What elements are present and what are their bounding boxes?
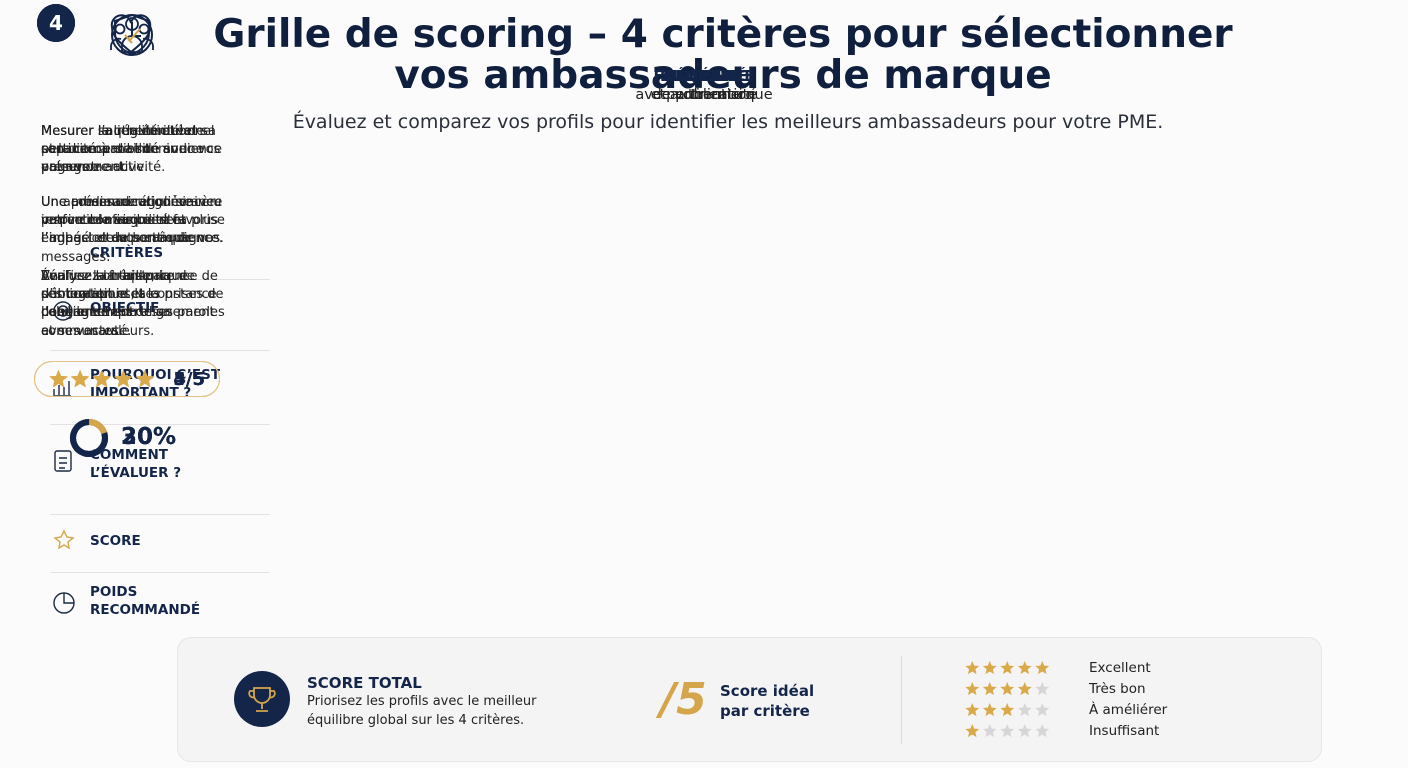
star	[1035, 682, 1050, 696]
legend-label: Très bon	[1089, 681, 1146, 697]
legend-label: Insuffisant	[1089, 723, 1160, 739]
title-line: Grille de scoring – 4 critères pour séle…	[213, 12, 1233, 57]
row-label: OBJECTIF	[90, 300, 160, 316]
criterion-subtitle: et authenticité	[650, 87, 758, 103]
subtitle: Évaluez et comparez vos profils pour ide…	[292, 111, 1164, 133]
score-pill: 5/5	[34, 361, 220, 397]
star	[965, 661, 980, 675]
row-label: POIDS RECOMMANDÉ	[90, 584, 201, 618]
why-text: Une amdience alignée avec votre cible au…	[41, 195, 222, 265]
star	[965, 682, 980, 696]
star	[92, 370, 111, 388]
score-label: 3/5	[173, 369, 205, 390]
objective-text: Mesurer l’authenticité de son discours e…	[41, 124, 205, 176]
star	[1017, 661, 1032, 675]
divider	[901, 656, 902, 744]
star	[114, 370, 133, 388]
row-label: CRITÈRES	[90, 245, 164, 261]
star	[1000, 661, 1015, 675]
row-label: COMMENT L’ÉVALUER ?	[90, 447, 182, 481]
star-rating	[965, 661, 1050, 675]
how-text: Analysez la taille, la démographie et l’…	[41, 269, 171, 339]
star	[1035, 661, 1050, 675]
star-rating	[49, 370, 154, 388]
title-line: vos ambassadeurs de marque	[394, 53, 1052, 98]
how-text: Évaluez la transparence de ses contenus …	[41, 269, 225, 339]
star	[1017, 682, 1032, 696]
row-icons	[53, 301, 75, 614]
objective-text: Mesurer le lien émotionnel et la compati…	[41, 124, 221, 176]
criterion-subtitle: pertinente	[666, 87, 742, 103]
legend-label: À améliérer	[1089, 702, 1168, 718]
star	[1017, 724, 1032, 738]
star	[1035, 703, 1050, 717]
scale-text: Score idéal par critère	[720, 682, 815, 720]
divider	[50, 514, 270, 515]
weight-label: 30%	[121, 424, 177, 450]
star	[1035, 724, 1050, 738]
criterion-icon	[114, 13, 150, 56]
criterion-subtitle: de publication	[652, 87, 756, 103]
star	[135, 370, 154, 388]
score-label: 5/5	[173, 369, 205, 390]
criterion-name: FRÉQUENCE	[653, 67, 755, 85]
summary-text: Priorisez les profils avec le meilleur é…	[307, 694, 537, 728]
criterion-subtitle: avec votre marque	[635, 87, 773, 103]
title: Grille de scoring – 4 critères pour séle…	[0, 14, 1408, 96]
legend-label: Excellent	[1089, 660, 1151, 676]
star	[982, 661, 997, 675]
number-badge: 4	[37, 4, 75, 42]
star	[965, 724, 980, 738]
star	[982, 724, 997, 738]
how-text: Vérifiez la fréquence de publication et …	[41, 269, 217, 321]
star	[71, 370, 90, 388]
divider	[50, 572, 270, 573]
donut-arc	[70, 419, 108, 457]
star-rating	[965, 703, 1050, 717]
summary-panel	[177, 637, 1322, 762]
objective-text: Mesurer la qualité et la pertinence de s…	[41, 124, 222, 176]
scale: /5	[660, 674, 707, 725]
star	[1000, 724, 1015, 738]
weight-label: 20%	[121, 424, 177, 450]
criterion-name: AUDIENCE	[661, 67, 747, 85]
weight-label: 20%	[121, 424, 177, 450]
why-text: Une présence régulière renforce la visib…	[41, 195, 224, 247]
summary-title: SCORE TOTAL	[307, 674, 422, 692]
weight-donut	[70, 419, 108, 457]
star	[982, 682, 997, 696]
star	[1017, 703, 1032, 717]
how-text: Évaluez son historique d’interactions, s…	[41, 269, 224, 339]
star	[49, 370, 68, 388]
star	[1000, 703, 1015, 717]
star-rating	[965, 724, 1050, 738]
why-text: Un ambassadeur convaincu par votre marqu…	[41, 195, 222, 247]
divider	[50, 424, 270, 425]
star	[965, 703, 980, 717]
criterion-name: AFFINITÉ	[665, 67, 743, 85]
trophy-icon	[234, 671, 290, 727]
score-label: 4/5	[173, 369, 205, 390]
star	[982, 703, 997, 717]
objective-text: Mesurer sa régularité et sa capacité à m…	[41, 124, 216, 176]
weight-label: 30%	[121, 424, 177, 450]
divider	[50, 279, 270, 280]
star-rating	[965, 682, 1050, 696]
star	[1000, 682, 1015, 696]
row-label: SCORE	[90, 533, 141, 549]
why-text: Une communication sincère inspire confia…	[41, 195, 225, 247]
score-label: 4/5	[173, 369, 205, 390]
divider	[50, 350, 270, 351]
criterion-name: SINCÉRITÉ	[660, 67, 748, 85]
